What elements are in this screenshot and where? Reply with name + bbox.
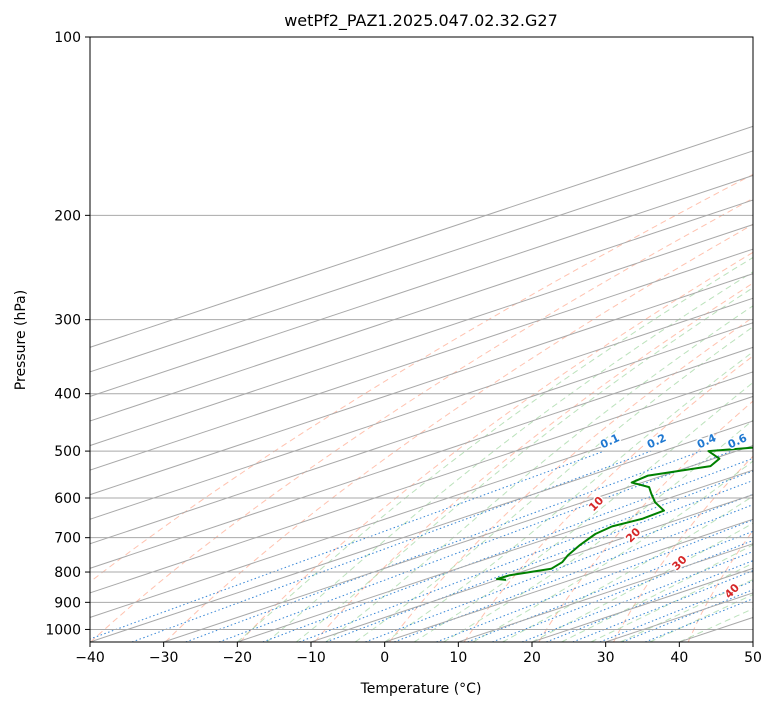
x-tick-label: 40 bbox=[670, 650, 688, 666]
x-tick-label: 20 bbox=[523, 650, 541, 666]
y-tick-label: 600 bbox=[54, 491, 81, 507]
y-tick-label: 200 bbox=[54, 208, 81, 224]
x-tick-label: 30 bbox=[597, 650, 615, 666]
y-tick-label: 700 bbox=[54, 531, 81, 547]
y-tick-label: 100 bbox=[54, 30, 81, 46]
y-tick-label: 300 bbox=[54, 313, 81, 329]
y-tick-label: 900 bbox=[54, 595, 81, 611]
y-tick-label: 400 bbox=[54, 387, 81, 403]
x-tick-label: −10 bbox=[296, 650, 326, 666]
y-tick-label: 500 bbox=[54, 444, 81, 460]
x-tick-label: −20 bbox=[223, 650, 253, 666]
y-tick-label: 1000 bbox=[45, 622, 81, 638]
chart-title: wetPf2_PAZ1.2025.047.02.32.G27 bbox=[284, 11, 558, 31]
x-tick-label: 10 bbox=[449, 650, 467, 666]
x-tick-label: 50 bbox=[744, 650, 762, 666]
x-tick-label: −40 bbox=[75, 650, 105, 666]
x-axis-label: Temperature (°C) bbox=[360, 681, 482, 697]
y-axis-label: Pressure (hPa) bbox=[13, 290, 29, 390]
x-tick-label: −30 bbox=[149, 650, 179, 666]
x-tick-label: 0 bbox=[380, 650, 389, 666]
y-tick-label: 800 bbox=[54, 565, 81, 581]
